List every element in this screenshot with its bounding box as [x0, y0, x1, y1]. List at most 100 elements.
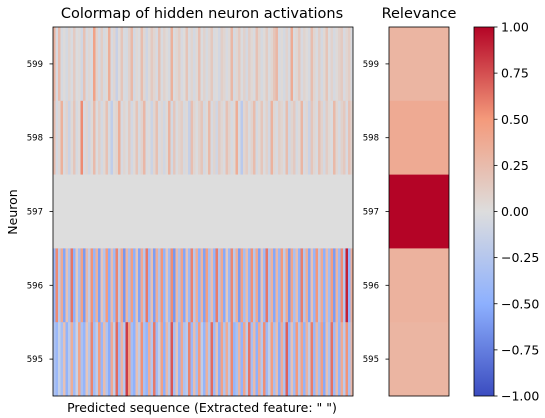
heatmap-cell: [163, 248, 166, 323]
heatmap-cell: [295, 100, 299, 175]
heatmap-cell: [150, 27, 154, 102]
heatmap-cell: [195, 322, 199, 397]
heatmap-cell: [168, 248, 171, 323]
heatmap-cell: [183, 248, 186, 323]
heatmap-cell: [153, 174, 156, 249]
heatmap-cell: [128, 248, 131, 323]
heatmap-cell: [268, 174, 271, 249]
heatmap-cell: [263, 100, 266, 175]
heatmap-cell: [350, 27, 354, 102]
heatmap-cell: [98, 248, 101, 323]
heatmap-cell: [255, 322, 259, 397]
heatmap-cell: [230, 174, 234, 249]
heatmap-cell: [148, 100, 151, 175]
heatmap-cell: [335, 174, 339, 249]
heatmap-cell: [193, 100, 196, 175]
heatmap-cell: [83, 248, 86, 323]
heatmap-cell: [123, 322, 126, 397]
heatmap-cell: [248, 100, 251, 175]
heatmap-cell: [183, 174, 186, 249]
heatmap-cell: [110, 27, 114, 102]
heatmap-cell: [73, 174, 76, 249]
heatmap-cell: [180, 27, 184, 102]
heatmap-cell: [210, 248, 214, 323]
heatmap-cell: [125, 322, 129, 397]
heatmap-cell: [300, 322, 304, 397]
heatmap-cell: [303, 27, 306, 102]
heatmap-cell: [228, 248, 231, 323]
heatmap-cell: [290, 174, 294, 249]
heatmap-cell: [325, 248, 329, 323]
heatmap-cell: [125, 27, 129, 102]
heatmap-cell: [148, 27, 151, 102]
heatmap-cell: [170, 174, 174, 249]
heatmap-cell: [123, 100, 126, 175]
heatmap-cell: [158, 322, 161, 397]
heatmap-cell: [233, 322, 236, 397]
heatmap-cell: [68, 322, 71, 397]
heatmap-cell: [240, 174, 244, 249]
heatmap-cell: [175, 100, 179, 175]
heatmap-cell: [170, 27, 174, 102]
heatmap-cell: [213, 27, 216, 102]
heatmap-cell: [283, 27, 286, 102]
heatmap-cell: [145, 27, 149, 102]
heatmap-cell: [205, 248, 209, 323]
heatmap-cell: [288, 100, 291, 175]
heatmap-cell: [273, 322, 276, 397]
heatmap-cell: [305, 174, 309, 249]
heatmap-cell: [143, 100, 146, 175]
heatmap-cell: [210, 100, 214, 175]
heatmap-cell: [223, 248, 226, 323]
colorbar-tick-label: 0.00: [501, 204, 529, 219]
heatmap-cell: [308, 27, 311, 102]
heatmap-cell: [295, 322, 299, 397]
heatmap-cell: [193, 248, 196, 323]
heatmap-cell: [238, 248, 241, 323]
heatmap-cell: [195, 248, 199, 323]
heatmap-cell: [53, 248, 56, 323]
heatmap-cell: [310, 322, 314, 397]
colorbar-tick-label: 0.75: [501, 66, 529, 81]
heatmap-cell: [95, 27, 99, 102]
heatmap-cell: [213, 248, 216, 323]
heatmap-cell: [298, 174, 301, 249]
heatmap-cell: [138, 322, 141, 397]
heatmap-cell: [175, 248, 179, 323]
heatmap-cell: [288, 248, 291, 323]
heatmap-cell: [90, 322, 94, 397]
heatmap-cell: [93, 248, 96, 323]
heatmap-cell: [245, 322, 249, 397]
heatmap-cell: [163, 322, 166, 397]
heatmap-cell: [108, 100, 111, 175]
heatmap-cell: [238, 322, 241, 397]
heatmap-cell: [103, 100, 106, 175]
heatmap-cell: [155, 27, 159, 102]
y-tick-label: 596: [27, 281, 43, 291]
heatmap-cell: [135, 322, 139, 397]
heatmap-cell: [235, 174, 239, 249]
heatmap-cell: [103, 322, 106, 397]
heatmap-cell: [198, 174, 201, 249]
heatmap-cell: [78, 27, 81, 102]
heatmap-cell: [320, 100, 324, 175]
heatmap-cell: [250, 100, 254, 175]
heatmap-cell: [200, 100, 204, 175]
heatmap-cell: [223, 100, 226, 175]
heatmap-cell: [223, 174, 226, 249]
heatmap-cell: [338, 100, 341, 175]
main-x-axis-label: Predicted sequence (Extracted feature: "…: [67, 400, 337, 415]
heatmap-cell: [333, 100, 336, 175]
heatmap-cell: [275, 27, 279, 102]
heatmap-cell: [328, 248, 331, 323]
heatmap-cell: [318, 174, 321, 249]
heatmap-cell: [160, 248, 164, 323]
relevance-heatmap: [389, 27, 449, 397]
heatmap-cell: [120, 322, 124, 397]
heatmap-cell: [308, 174, 311, 249]
heatmap-cell: [160, 322, 164, 397]
heatmap-cell: [158, 100, 161, 175]
heatmap-cell: [95, 174, 99, 249]
heatmap-cell: [293, 27, 296, 102]
heatmap-cell: [295, 27, 299, 102]
